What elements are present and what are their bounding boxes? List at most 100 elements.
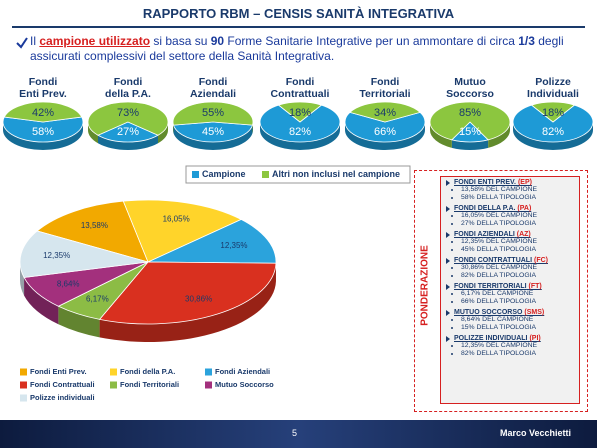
pie-sides xyxy=(260,122,340,150)
legend-label: Mutuo Soccorso xyxy=(215,380,274,389)
intro-segment: Il xyxy=(30,34,40,48)
legend-swatch xyxy=(192,171,199,178)
item-line: 82% DELLA TIPOLOGIA xyxy=(461,350,537,357)
item-line: 13,58% DEL CAMPIONE xyxy=(461,186,538,193)
pie-title-line: Polizze xyxy=(535,76,571,88)
value-label: 66% xyxy=(374,126,396,138)
slice-side xyxy=(488,122,510,148)
slice-side xyxy=(513,122,593,150)
slice-side xyxy=(451,139,489,150)
legend-label: Fondi Enti Prev. xyxy=(30,367,87,376)
item-code: (PA) xyxy=(517,205,532,212)
value-label: 12,35% xyxy=(43,251,70,260)
pie-sides xyxy=(345,122,425,150)
slice-side xyxy=(88,122,98,144)
item-name: MUTUO SOCCORSO (SMS) xyxy=(445,309,575,316)
legend-swatch xyxy=(262,171,269,178)
value-label: 85% xyxy=(459,107,481,119)
value-label: 45% xyxy=(202,126,224,138)
value-label: 42% xyxy=(32,107,54,119)
item-line: 66% DELLA TIPOLOGIA xyxy=(461,298,537,305)
legend-label: Campione xyxy=(202,169,246,179)
item-line: 16,05% DEL CAMPIONE xyxy=(461,212,538,219)
pie-title: Fondi Aziendali xyxy=(171,76,255,100)
item-name: FONDI AZIENDALI (AZ) xyxy=(445,231,575,238)
weighting-label: PONDERAZIONE xyxy=(419,245,431,326)
intro-text: Il campione utilizzato si basa su 90 For… xyxy=(30,34,582,64)
value-label: 18% xyxy=(289,107,311,119)
slice xyxy=(429,101,511,141)
item-line: 6,17% DEL CAMPIONE xyxy=(461,290,534,297)
pie-title-line: Individuali xyxy=(527,88,579,100)
value-label: 16,05% xyxy=(163,215,190,224)
item-line: 58% DELLA TIPOLOGIA xyxy=(461,194,537,201)
slice xyxy=(530,101,576,123)
legend-swatch xyxy=(110,381,117,389)
slice xyxy=(2,116,84,143)
pie-title: Fondi Contrattuali xyxy=(258,76,342,100)
item-code: (FC) xyxy=(533,257,548,264)
item-title: POLIZZE INDIVIDUALI xyxy=(454,335,528,342)
weighting-item: FONDI TERRITORIALI (FT) 6,17% DEL CAMPION… xyxy=(445,283,575,306)
slice-side xyxy=(345,122,425,150)
value-label: 82% xyxy=(289,126,311,138)
value-label: 30,86% xyxy=(185,294,212,303)
item-title: FONDI DELLA P.A. xyxy=(454,205,516,212)
slice-side xyxy=(58,306,100,338)
item-code: (EP) xyxy=(517,179,532,186)
legend-label: Polizze individuali xyxy=(30,393,95,402)
slice xyxy=(98,261,277,325)
item-code: (FT) xyxy=(528,283,542,290)
value-label: 6,17% xyxy=(86,294,109,303)
slice xyxy=(36,200,149,263)
item-line: 12,35% DEL CAMPIONE xyxy=(461,342,538,349)
slice xyxy=(172,121,254,143)
pie-tops xyxy=(259,101,341,143)
value-label: 58% xyxy=(32,126,54,138)
value-label: 8,64% xyxy=(57,279,80,288)
value-label: 73% xyxy=(117,107,139,119)
item-title: FONDI TERRITORIALI xyxy=(454,283,527,290)
pie-title: Mutuo Soccorso xyxy=(428,76,512,100)
pie-title-line: Fondi xyxy=(370,76,400,88)
weighting-item: FONDI AZIENDALI (AZ) 12,35% DEL CAMPIONE 4… xyxy=(445,231,575,254)
slice-side xyxy=(430,122,452,148)
intro-segment: 1/3 xyxy=(518,34,535,48)
pie-title-line: Contrattuali xyxy=(270,88,330,100)
value-label: 55% xyxy=(202,107,224,119)
item-line: 27% DELLA TIPOLOGIA xyxy=(461,220,537,227)
weighting-item: POLIZZE INDIVIDUALI (PI) 12,35% DEL CAMPI… xyxy=(445,335,575,358)
slice xyxy=(3,101,83,123)
pie-title: Polizze Individuali xyxy=(511,76,595,100)
slice-side xyxy=(173,125,253,150)
slice xyxy=(344,111,426,143)
legend-swatch xyxy=(205,381,212,389)
slice xyxy=(349,101,421,123)
slice xyxy=(259,104,341,143)
legend-label: Fondi Contrattuali xyxy=(30,380,95,389)
pie-title-line: Fondi xyxy=(198,76,228,88)
pie-tops xyxy=(87,101,169,143)
pie-title-line: della P.A. xyxy=(105,88,151,100)
item-name: FONDI TERRITORIALI (FT) xyxy=(445,283,575,290)
pie-title: Fondi della P.A. xyxy=(86,76,170,100)
pie-title-line: Mutuo xyxy=(454,76,486,88)
pie-tops xyxy=(512,101,594,143)
pie-title-line: Enti Prev. xyxy=(19,88,67,100)
pie-sides xyxy=(88,122,168,150)
slice xyxy=(147,219,277,264)
legend-label: Fondi Aziendali xyxy=(215,367,270,376)
slice xyxy=(277,101,323,123)
weighting-item: FONDI ENTI PREV. (EP) 13,58% DEL CAMPIONE… xyxy=(445,179,575,202)
item-code: (SMS) xyxy=(524,309,545,316)
pie-title-line: Fondi xyxy=(113,76,143,88)
legend-box xyxy=(185,165,411,184)
check-icon xyxy=(16,37,28,49)
page-number: 5 xyxy=(292,428,298,438)
value-label: 15% xyxy=(459,126,481,138)
intro-segment: campione utilizzato xyxy=(39,34,151,48)
item-name: FONDI ENTI PREV. (EP) xyxy=(445,179,575,186)
intro-segment: degli assicurati complessivi del settore… xyxy=(30,34,564,63)
